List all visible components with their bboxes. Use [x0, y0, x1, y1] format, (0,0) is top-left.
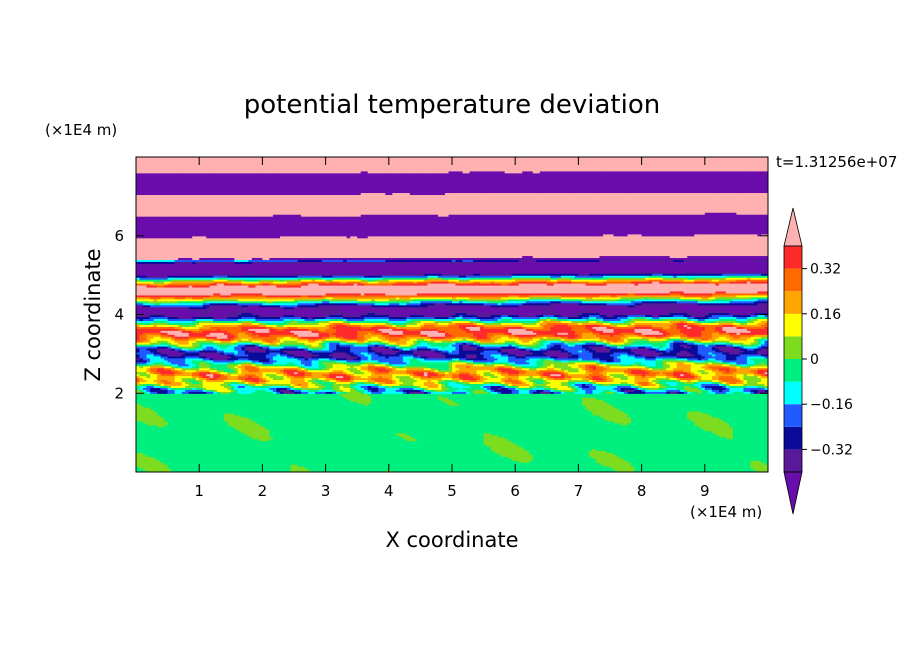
y-unit-label: (×1E4 m): [45, 121, 117, 139]
chart-title: potential temperature deviation: [244, 90, 660, 120]
time-label: t=1.31256e+07: [776, 153, 897, 171]
plot-field: [136, 157, 769, 473]
